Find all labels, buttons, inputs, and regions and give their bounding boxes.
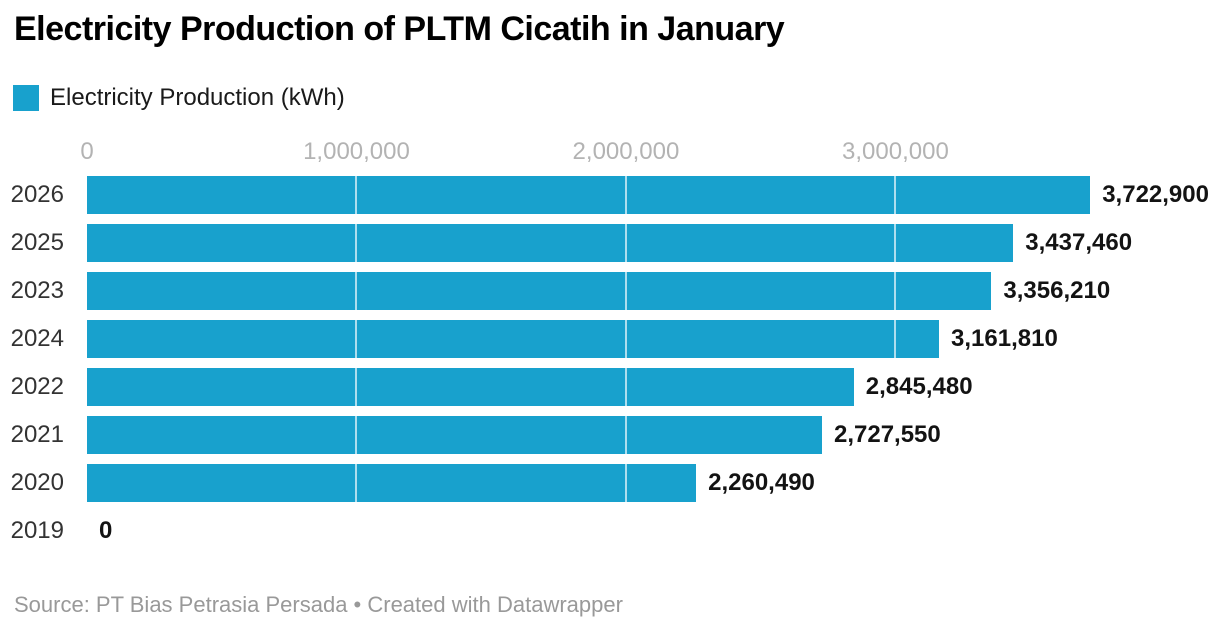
category-label: 2025 xyxy=(10,229,64,256)
footer: Source: PT Bias Petrasia Persada • Creat… xyxy=(14,592,623,618)
x-axis: 0 1,000,000 2,000,000 3,000,000 xyxy=(80,138,1208,166)
bar[interactable] xyxy=(87,272,992,310)
category-label: 2020 xyxy=(10,469,64,496)
x-tick-label: 2,000,000 xyxy=(572,138,680,165)
bar-track: 3,722,900 xyxy=(87,176,1209,214)
bar-row: 2021 2,727,550 xyxy=(0,416,1220,454)
bar-track: 0 xyxy=(87,512,1208,550)
bar[interactable] xyxy=(87,368,854,406)
x-tick-label: 1,000,000 xyxy=(303,138,410,165)
bar[interactable] xyxy=(87,416,822,454)
category-label: 2023 xyxy=(10,277,64,304)
bar-track: 3,437,460 xyxy=(87,224,1208,262)
plot-area: 2026 3,722,900 2025 3,437,460 2023 3,356,210 2… xyxy=(0,176,1220,560)
x-tick-label: 0 xyxy=(80,138,94,165)
bar[interactable] xyxy=(87,464,697,502)
category-label: 2019 xyxy=(10,517,64,544)
bar[interactable] xyxy=(87,176,1091,214)
value-label: 3,437,460 xyxy=(1025,229,1133,256)
value-label: 3,722,900 xyxy=(1102,181,1209,208)
value-label: 2,727,550 xyxy=(833,421,941,448)
bar-row: 2024 3,161,810 xyxy=(0,320,1220,358)
bar-track: 3,161,810 xyxy=(87,320,1208,358)
bar-row: 2026 3,722,900 xyxy=(0,176,1220,214)
bar-track: 3,356,210 xyxy=(87,272,1208,310)
bar-track: 2,260,490 xyxy=(87,464,1208,502)
x-tick-label: 3,000,000 xyxy=(842,138,949,165)
bar[interactable] xyxy=(87,224,1014,262)
legend: Electricity Production (kWh) xyxy=(13,84,345,112)
category-label: 2021 xyxy=(10,421,64,448)
category-label: 2022 xyxy=(10,373,64,400)
bar[interactable] xyxy=(87,320,940,358)
value-label: 3,161,810 xyxy=(951,325,1058,352)
bar-row: 2020 2,260,490 xyxy=(0,464,1220,502)
source-text: Source: PT Bias Petrasia Persada • Creat… xyxy=(14,592,623,617)
legend-swatch-icon xyxy=(13,85,39,111)
bar-row: 2022 2,845,480 xyxy=(0,368,1220,406)
legend-label: Electricity Production (kWh) xyxy=(50,84,345,111)
chart-title: Electricity Production of PLTM Cicatih i… xyxy=(14,10,785,48)
bar-track: 2,845,480 xyxy=(87,368,1208,406)
bar-track: 2,727,550 xyxy=(87,416,1208,454)
bar-row: 2025 3,437,460 xyxy=(0,224,1220,262)
category-label: 2024 xyxy=(10,325,64,352)
value-label: 2,845,480 xyxy=(865,373,973,400)
bar-row: 2019 0 xyxy=(0,512,1220,550)
value-label: 3,356,210 xyxy=(1003,277,1111,304)
bar-row: 2023 3,356,210 xyxy=(0,272,1220,310)
value-label: 2,260,490 xyxy=(708,469,815,496)
value-label: 0 xyxy=(99,517,113,544)
category-label: 2026 xyxy=(10,181,64,208)
